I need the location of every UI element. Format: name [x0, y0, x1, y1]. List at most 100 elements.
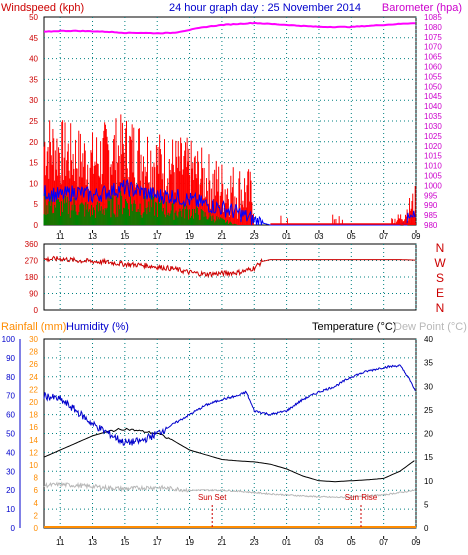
- rainfall-tick-label: 12: [29, 448, 38, 457]
- dewpoint-line: [43, 481, 416, 499]
- humidity-tick-label: 20: [6, 486, 15, 495]
- windspeed-tick-label: 25: [29, 117, 38, 126]
- humidity-tick-label: 70: [6, 392, 15, 401]
- rainfall-tick-label: 28: [29, 348, 38, 357]
- barometer-tick-label: 1040: [424, 102, 442, 111]
- rainfall-title: Rainfall (mm): [1, 321, 66, 333]
- windspeed-title: Windspeed (kph): [1, 2, 84, 14]
- barometer-title: Barometer (hpa): [382, 2, 462, 14]
- barometer-tick-label: 1070: [424, 43, 442, 52]
- barometer-line: [44, 21, 416, 35]
- temperature-tick-label: 30: [424, 382, 433, 391]
- barometer-tick-label: 1025: [424, 132, 442, 141]
- compass-label: W: [434, 256, 446, 270]
- temperature-tick-label: 0: [424, 524, 429, 533]
- top-xtick-label: 05: [347, 232, 356, 241]
- humidity-tick-label: 60: [6, 411, 15, 420]
- barometer-tick-label: 1065: [424, 53, 442, 62]
- barometer-tick-label: 1020: [424, 142, 442, 151]
- humidity-tick-label: 40: [6, 448, 15, 457]
- barometer-tick-label: 1060: [424, 63, 442, 72]
- bot-xtick-label: 01: [282, 538, 291, 547]
- mid-frame: [43, 243, 417, 311]
- barometer-tick-label: 1015: [424, 152, 442, 161]
- sun-event-label: Sun Set: [198, 493, 227, 502]
- bot-xtick-label: 03: [315, 538, 324, 547]
- windspeed-tick-label: 30: [29, 96, 38, 105]
- temperature-tick-label: 25: [424, 406, 433, 415]
- temperature-tick-label: 20: [424, 430, 433, 439]
- bot-xtick-label: 15: [120, 538, 129, 547]
- bot-xtick-label: 23: [250, 538, 259, 547]
- temperature-tick-label: 10: [424, 477, 433, 486]
- rainfall-tick-label: 22: [29, 385, 38, 394]
- humidity-title: Humidity (%): [66, 321, 129, 333]
- temperature-line: [43, 427, 415, 483]
- rainfall-tick-label: 16: [29, 423, 38, 432]
- humidity-line: [43, 364, 416, 446]
- temperature-tick-label: 35: [424, 359, 433, 368]
- top-xtick-label: 07: [379, 232, 388, 241]
- top-xtick-label: 17: [153, 232, 162, 241]
- barometer-tick-label: 1080: [424, 23, 442, 32]
- rainfall-tick-label: 26: [29, 360, 38, 369]
- humidity-tick-label: 50: [6, 430, 15, 439]
- barometer-tick-label: 985: [424, 211, 438, 220]
- compass-label: N: [436, 241, 445, 255]
- rainfall-tick-label: 24: [29, 373, 38, 382]
- barometer-tick-label: 1075: [424, 33, 442, 42]
- direction-tick-label: 360: [25, 240, 39, 249]
- barometer-tick-label: 1050: [424, 82, 442, 91]
- temperature-tick-label: 40: [424, 335, 433, 344]
- direction-tick-label: 270: [25, 257, 39, 266]
- temp-humidity-panel: 0102030405060708090100024681012141618202…: [2, 335, 434, 547]
- windspeed-tick-label: 20: [29, 138, 38, 147]
- humidity-tick-label: 30: [6, 467, 15, 476]
- top-xtick-label: 03: [315, 232, 324, 241]
- barometer-tick-label: 1005: [424, 171, 442, 180]
- bot-xtick-label: 09: [412, 538, 421, 547]
- rainfall-tick-label: 0: [34, 524, 39, 533]
- direction-tick-label: 180: [25, 273, 39, 282]
- rainfall-tick-label: 6: [34, 486, 39, 495]
- top-xtick-label: 13: [88, 232, 97, 241]
- barometer-tick-label: 1085: [424, 13, 442, 22]
- top-xtick-label: 09: [412, 232, 421, 241]
- rainfall-tick-label: 14: [29, 436, 38, 445]
- windspeed-tick-label: 15: [29, 159, 38, 168]
- bot-xtick-label: 21: [217, 538, 226, 547]
- windspeed-tick-label: 40: [29, 55, 38, 64]
- rainfall-tick-label: 2: [34, 511, 39, 520]
- wind-barometer-panel: 0510152025303540455098098599099510001005…: [29, 13, 442, 241]
- rainfall-tick-label: 8: [34, 474, 39, 483]
- barometer-tick-label: 1000: [424, 181, 442, 190]
- rainfall-tick-label: 4: [34, 499, 39, 508]
- bot-xtick-label: 05: [347, 538, 356, 547]
- compass-label: E: [436, 286, 444, 300]
- bot-xtick-label: 11: [56, 538, 65, 547]
- barometer-tick-label: 1030: [424, 122, 442, 131]
- temperature-title: Temperature (°C): [312, 321, 396, 333]
- rainfall-tick-label: 10: [29, 461, 38, 470]
- windspeed-tick-label: 45: [29, 34, 38, 43]
- temperature-tick-label: 15: [424, 453, 433, 462]
- barometer-tick-label: 990: [424, 201, 438, 210]
- sun-event-label: Sun Rise: [345, 493, 378, 502]
- barometer-tick-label: 1055: [424, 72, 442, 81]
- top-xtick-label: 21: [217, 232, 226, 241]
- humidity-tick-label: 90: [6, 354, 15, 363]
- top-xtick-label: 19: [185, 232, 194, 241]
- windspeed-tick-label: 5: [34, 200, 39, 209]
- dewpoint-title: Dew Point (°C): [394, 321, 467, 333]
- barometer-tick-label: 980: [424, 221, 438, 230]
- wind-average-line: [43, 178, 416, 226]
- humidity-tick-label: 10: [6, 505, 15, 514]
- humidity-tick-label: 80: [6, 373, 15, 382]
- rainfall-tick-label: 20: [29, 398, 38, 407]
- top-xtick-label: 23: [250, 232, 259, 241]
- barometer-tick-label: 1035: [424, 112, 442, 121]
- compass-label: S: [436, 271, 444, 285]
- top-xtick-label: 01: [282, 232, 291, 241]
